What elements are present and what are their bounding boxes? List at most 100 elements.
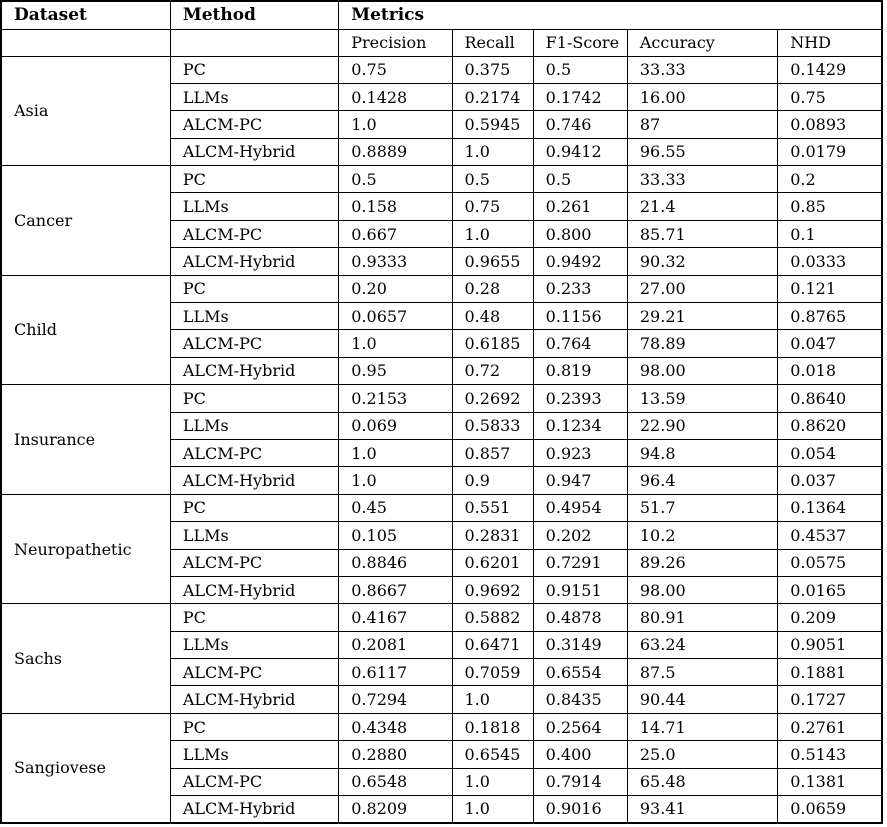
dataset-cell: Neuropathetic xyxy=(0,493,171,605)
method-cell: ALCM-Hybrid xyxy=(169,795,340,824)
method-cell: LLMs xyxy=(169,302,340,331)
metric-value-cell: 98.00 xyxy=(626,575,779,605)
metric-value-cell: 0.5 xyxy=(532,55,628,84)
metric-value-cell: 0.764 xyxy=(532,329,628,358)
metric-value-cell: 33.33 xyxy=(626,55,779,84)
table-row: ALCM-Hybrid 0.7294 1.0 0.8435 90.44 0.1727 xyxy=(1,685,883,714)
metric-value-cell: 0.7294 xyxy=(338,685,453,714)
metric-value-cell: 0.0575 xyxy=(777,548,883,577)
metric-value-cell: 90.44 xyxy=(626,685,779,714)
metric-value-cell: 85.71 xyxy=(626,219,779,249)
table-row: LLMs 0.105 0.2831 0.202 10.2 0.4537 xyxy=(1,521,883,550)
method-cell: ALCM-Hybrid xyxy=(169,247,340,276)
table-row: LLMs 0.1428 0.2174 0.1742 16.00 0.75 xyxy=(1,82,883,112)
col-header-dataset: Dataset xyxy=(0,0,171,30)
dataset-cell: Asia xyxy=(0,55,171,167)
metric-value-cell: 0.75 xyxy=(338,55,453,84)
method-cell: ALCM-Hybrid xyxy=(169,466,340,495)
table-row: LLMs 0.2081 0.6471 0.3149 63.24 0.9051 xyxy=(1,630,883,660)
table-row: ALCM-Hybrid 0.8889 1.0 0.9412 96.55 0.0179 xyxy=(1,137,883,167)
metric-value-cell: 51.7 xyxy=(626,493,779,523)
table-row: LLMs 0.2880 0.6545 0.400 25.0 0.5143 xyxy=(1,740,883,769)
table-row: ALCM-PC 0.6548 1.0 0.7914 65.48 0.1381 xyxy=(1,767,883,797)
table-row: ALCM-PC 0.667 1.0 0.800 85.71 0.1 xyxy=(1,219,883,249)
metric-value-cell: 63.24 xyxy=(626,630,779,660)
metric-value-cell: 0.233 xyxy=(532,274,628,304)
table-row: ALCM-Hybrid 0.95 0.72 0.819 98.00 0.018 xyxy=(1,356,883,386)
metric-value-cell: 0.8620 xyxy=(777,411,883,440)
metric-value-cell: 0.6554 xyxy=(532,658,628,687)
method-cell: LLMs xyxy=(169,82,340,112)
metric-value-cell: 0.8889 xyxy=(338,137,453,167)
metric-value-cell: 0.75 xyxy=(451,192,534,221)
metric-value-cell: 0.5 xyxy=(532,165,628,194)
metric-value-cell: 0.1234 xyxy=(532,411,628,440)
table-header: Dataset Method Metrics Precision Recall … xyxy=(0,0,883,57)
dataset-cell: Child xyxy=(0,274,171,386)
metric-value-cell: 0.6201 xyxy=(451,548,534,577)
metric-value-cell: 0.2564 xyxy=(532,712,628,742)
metric-value-cell: 0.0659 xyxy=(777,795,883,824)
metric-value-cell: 0.9051 xyxy=(777,630,883,660)
metric-value-cell: 87.5 xyxy=(626,658,779,687)
method-cell: LLMs xyxy=(169,740,340,769)
dataset-cell: Sachs xyxy=(0,603,171,714)
metric-value-cell: 0.1742 xyxy=(532,82,628,112)
method-cell: ALCM-PC xyxy=(169,548,340,577)
method-cell: ALCM-PC xyxy=(169,438,340,468)
method-cell: ALCM-PC xyxy=(169,110,340,139)
metric-value-cell: 0.1381 xyxy=(777,767,883,797)
method-cell: PC xyxy=(169,493,340,523)
col-header-nhd: NHD xyxy=(777,28,883,57)
table-row: ALCM-PC 1.0 0.6185 0.764 78.89 0.047 xyxy=(1,329,883,358)
metric-value-cell: 0.72 xyxy=(451,356,534,386)
metric-value-cell: 0.8765 xyxy=(777,302,883,331)
method-cell: PC xyxy=(169,603,340,632)
col-header-metrics: Metrics xyxy=(338,0,883,30)
metric-value-cell: 0.45 xyxy=(338,493,453,523)
metric-value-cell: 27.00 xyxy=(626,274,779,304)
metric-value-cell: 89.26 xyxy=(626,548,779,577)
metric-value-cell: 0.2 xyxy=(777,165,883,194)
method-cell: ALCM-PC xyxy=(169,767,340,797)
metric-value-cell: 96.4 xyxy=(626,466,779,495)
metric-value-cell: 0.95 xyxy=(338,356,453,386)
table-row: ALCM-Hybrid 1.0 0.9 0.947 96.4 0.037 xyxy=(1,466,883,495)
metric-value-cell: 87 xyxy=(626,110,779,139)
dataset-cell: Sangiovese xyxy=(0,712,171,824)
col-header-f1-score: F1-Score xyxy=(532,28,628,57)
metric-value-cell: 0.2153 xyxy=(338,384,453,413)
metric-value-cell: 13.59 xyxy=(626,384,779,413)
metric-value-cell: 0.4167 xyxy=(338,603,453,632)
metric-value-cell: 0.20 xyxy=(338,274,453,304)
metric-value-cell: 1.0 xyxy=(451,685,534,714)
metric-value-cell: 1.0 xyxy=(338,438,453,468)
metric-value-cell: 0.2081 xyxy=(338,630,453,660)
method-cell: ALCM-Hybrid xyxy=(169,685,340,714)
empty-header-cell xyxy=(169,28,340,57)
metric-value-cell: 0.9655 xyxy=(451,247,534,276)
metric-value-cell: 22.90 xyxy=(626,411,779,440)
metric-value-cell: 0.4878 xyxy=(532,603,628,632)
metric-value-cell: 0.2692 xyxy=(451,384,534,413)
metric-value-cell: 0.4348 xyxy=(338,712,453,742)
metric-value-cell: 0.261 xyxy=(532,192,628,221)
metric-value-cell: 0.5 xyxy=(338,165,453,194)
metric-value-cell: 0.9333 xyxy=(338,247,453,276)
metric-value-cell: 0.105 xyxy=(338,521,453,550)
method-cell: PC xyxy=(169,384,340,413)
metric-value-cell: 0.1727 xyxy=(777,685,883,714)
metric-value-cell: 0.551 xyxy=(451,493,534,523)
header-row-sub: Precision Recall F1-Score Accuracy NHD xyxy=(0,28,883,57)
metric-value-cell: 16.00 xyxy=(626,82,779,112)
method-cell: LLMs xyxy=(169,521,340,550)
table-row: Sachs PC 0.4167 0.5882 0.4878 80.91 0.209 xyxy=(0,603,883,714)
metric-value-cell: 1.0 xyxy=(451,219,534,249)
table-row: LLMs 0.069 0.5833 0.1234 22.90 0.8620 xyxy=(1,411,883,440)
method-cell: LLMs xyxy=(169,630,340,660)
metric-value-cell: 0.0893 xyxy=(777,110,883,139)
metric-value-cell: 0.48 xyxy=(451,302,534,331)
metric-value-cell: 25.0 xyxy=(626,740,779,769)
